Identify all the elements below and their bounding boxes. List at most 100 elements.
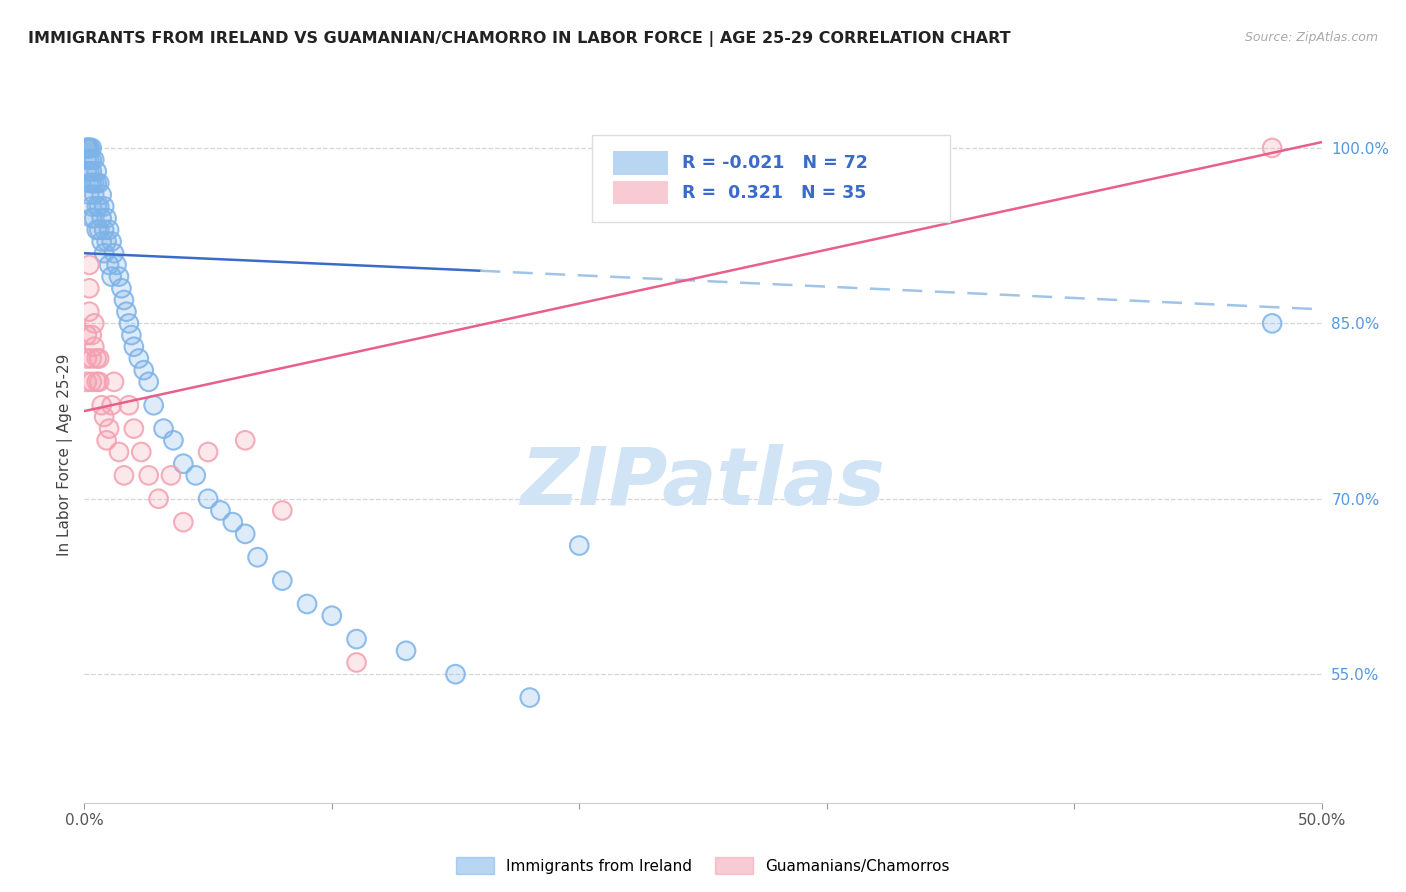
Point bbox=[197, 491, 219, 506]
Point bbox=[246, 550, 269, 565]
Point bbox=[83, 340, 105, 354]
Point bbox=[83, 317, 105, 331]
Point bbox=[148, 491, 170, 506]
Point bbox=[271, 503, 294, 517]
Text: R =  0.321   N = 35: R = 0.321 N = 35 bbox=[682, 184, 866, 202]
Point bbox=[122, 422, 145, 436]
Point bbox=[93, 199, 115, 213]
Point bbox=[103, 375, 125, 389]
Point bbox=[395, 644, 418, 658]
Point bbox=[76, 153, 98, 167]
Point bbox=[162, 434, 184, 448]
Point bbox=[271, 503, 294, 517]
Point bbox=[112, 293, 135, 307]
Point bbox=[138, 468, 160, 483]
Point bbox=[233, 526, 256, 541]
Point bbox=[115, 304, 138, 318]
Point bbox=[76, 328, 98, 343]
Point bbox=[100, 398, 122, 412]
Point bbox=[152, 422, 174, 436]
Point bbox=[76, 141, 98, 155]
Point bbox=[100, 269, 122, 284]
Point bbox=[271, 574, 294, 588]
Point bbox=[172, 515, 194, 529]
Point bbox=[90, 235, 112, 249]
Point bbox=[76, 141, 98, 155]
Point bbox=[86, 223, 108, 237]
Point bbox=[122, 340, 145, 354]
Point bbox=[80, 375, 103, 389]
Point bbox=[1261, 317, 1284, 331]
Point bbox=[295, 597, 318, 611]
Point bbox=[93, 409, 115, 424]
Point bbox=[83, 317, 105, 331]
Point bbox=[118, 398, 141, 412]
Point bbox=[98, 258, 121, 272]
Point bbox=[89, 199, 111, 213]
Point bbox=[197, 491, 219, 506]
Point bbox=[80, 328, 103, 343]
Point bbox=[86, 223, 108, 237]
Point bbox=[100, 398, 122, 412]
Point bbox=[98, 223, 121, 237]
Point bbox=[98, 258, 121, 272]
Point bbox=[118, 398, 141, 412]
Point bbox=[105, 258, 128, 272]
Point bbox=[110, 281, 132, 295]
Point bbox=[79, 164, 101, 178]
Point bbox=[96, 211, 118, 226]
Point bbox=[83, 153, 105, 167]
Point bbox=[110, 281, 132, 295]
Point bbox=[79, 258, 101, 272]
Point bbox=[142, 398, 165, 412]
Point bbox=[132, 363, 155, 377]
Point bbox=[444, 667, 467, 681]
Point bbox=[79, 281, 101, 295]
Point bbox=[128, 351, 150, 366]
Point bbox=[120, 328, 142, 343]
Point bbox=[98, 223, 121, 237]
Point bbox=[108, 269, 131, 284]
Point bbox=[90, 211, 112, 226]
Point bbox=[129, 445, 152, 459]
Point bbox=[105, 258, 128, 272]
Point bbox=[79, 141, 101, 155]
Point bbox=[118, 317, 141, 331]
FancyBboxPatch shape bbox=[613, 151, 668, 175]
Point bbox=[100, 269, 122, 284]
Point bbox=[80, 141, 103, 155]
Point bbox=[89, 375, 111, 389]
Point bbox=[83, 153, 105, 167]
Point bbox=[93, 199, 115, 213]
Point bbox=[90, 187, 112, 202]
Y-axis label: In Labor Force | Age 25-29: In Labor Force | Age 25-29 bbox=[58, 354, 73, 556]
Point bbox=[93, 246, 115, 260]
Point bbox=[209, 503, 232, 517]
Point bbox=[132, 363, 155, 377]
Point bbox=[115, 304, 138, 318]
Point bbox=[233, 434, 256, 448]
Legend: Immigrants from Ireland, Guamanians/Chamorros: Immigrants from Ireland, Guamanians/Cham… bbox=[450, 851, 956, 880]
Point bbox=[346, 656, 368, 670]
Point bbox=[98, 422, 121, 436]
Point bbox=[79, 141, 101, 155]
Point bbox=[100, 235, 122, 249]
Point bbox=[79, 304, 101, 318]
Point bbox=[233, 434, 256, 448]
Point bbox=[79, 164, 101, 178]
Point bbox=[79, 281, 101, 295]
Point bbox=[172, 457, 194, 471]
Point bbox=[76, 164, 98, 178]
Point bbox=[197, 445, 219, 459]
Point bbox=[76, 351, 98, 366]
Point bbox=[86, 164, 108, 178]
Point bbox=[108, 445, 131, 459]
Point bbox=[96, 211, 118, 226]
Point bbox=[321, 608, 343, 623]
Point bbox=[184, 468, 207, 483]
Point bbox=[89, 199, 111, 213]
Point bbox=[76, 375, 98, 389]
Point bbox=[83, 187, 105, 202]
Point bbox=[79, 141, 101, 155]
Point bbox=[162, 434, 184, 448]
